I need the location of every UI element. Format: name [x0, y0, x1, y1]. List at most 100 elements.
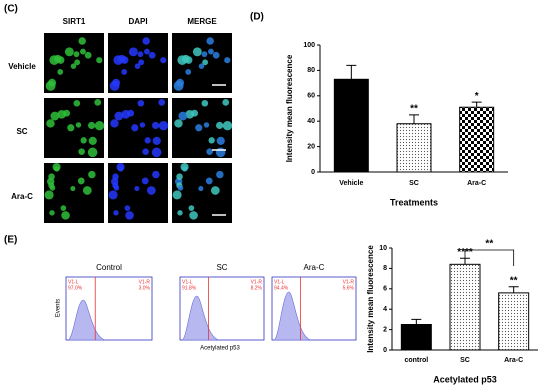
- cell: [138, 59, 145, 66]
- y-tick-label: 80: [307, 67, 315, 74]
- cell: [117, 54, 126, 63]
- bar: [396, 123, 432, 173]
- column-header: MERGE: [187, 17, 217, 26]
- cell: [202, 59, 209, 66]
- cell: [177, 185, 184, 191]
- cell: [84, 51, 92, 59]
- cell: [208, 137, 215, 144]
- error-bar: [508, 286, 519, 293]
- cell: [52, 162, 61, 172]
- cell: [110, 119, 119, 128]
- cell: [148, 51, 156, 59]
- cell: [174, 119, 183, 128]
- cell: [45, 80, 56, 91]
- cell: [173, 80, 184, 91]
- column-header: DAPI: [128, 17, 147, 26]
- row-label: SC: [16, 127, 27, 136]
- cell: [198, 63, 205, 69]
- cell: [109, 80, 120, 91]
- bar: [498, 292, 530, 351]
- cell: [134, 63, 141, 69]
- x-axis-label: Acetylated p53: [433, 374, 497, 384]
- cell: [113, 210, 119, 216]
- x-axis-label: Treatments: [390, 197, 438, 207]
- gate-label: V1-L: [68, 279, 79, 285]
- cell: [222, 98, 230, 106]
- cell: [49, 185, 56, 191]
- cell: [128, 47, 138, 57]
- gate-percent: 97.0%: [68, 285, 83, 291]
- cell: [60, 205, 67, 211]
- cell: [191, 109, 199, 117]
- cell: [216, 170, 224, 179]
- cell: [50, 111, 60, 121]
- error-bar: [409, 114, 419, 124]
- cell: [125, 211, 134, 220]
- cell: [94, 121, 105, 131]
- histogram-curve: [67, 299, 106, 341]
- cell: [188, 205, 195, 211]
- cell: [180, 162, 189, 172]
- gate-percent: 8.2%: [251, 285, 263, 291]
- gate-percent: 94.4%: [274, 285, 289, 291]
- y-tick-label: 0: [383, 347, 387, 354]
- gate-percent: 91.8%: [182, 285, 197, 291]
- cell: [203, 122, 210, 128]
- gate-label: V1-L: [274, 279, 285, 285]
- cell: [48, 173, 55, 180]
- x-tick-label: control: [404, 357, 428, 364]
- cell: [124, 205, 131, 211]
- cell: [178, 111, 188, 121]
- y-tick-label: 100: [303, 42, 315, 49]
- y-tick-label: 6: [383, 286, 387, 293]
- cell: [185, 69, 192, 75]
- x-tick-label: Ara-C: [467, 180, 486, 187]
- cell: [80, 48, 86, 55]
- cell: [116, 162, 125, 172]
- cell: [78, 37, 86, 45]
- cell: [46, 119, 55, 128]
- bar: [459, 106, 495, 173]
- cell: [177, 210, 183, 216]
- cell: [53, 54, 62, 63]
- cell: [88, 121, 96, 130]
- cell: [44, 190, 54, 200]
- cell: [198, 186, 204, 192]
- cell: [206, 148, 213, 155]
- histogram-curve: [181, 295, 219, 341]
- row-label: Ara-C: [11, 192, 33, 201]
- x-axis-label: Acetylated p53: [200, 346, 240, 352]
- cell: [144, 48, 150, 55]
- gate-percent: 3.0%: [139, 285, 151, 291]
- histogram-title: Ara-C: [304, 263, 325, 272]
- cell: [158, 121, 169, 131]
- cell: [205, 177, 213, 185]
- gate-label: V1-L: [182, 279, 193, 285]
- cell: [158, 98, 166, 106]
- cell: [77, 177, 85, 185]
- cell: [189, 211, 198, 220]
- cell: [94, 98, 102, 106]
- cell: [134, 186, 140, 192]
- cell: [87, 147, 98, 158]
- panel-label: (D): [250, 12, 264, 23]
- cell: [216, 121, 224, 130]
- cell: [70, 186, 76, 192]
- cell: [49, 210, 55, 216]
- significance-label: *: [475, 91, 479, 102]
- gate-label: V1-R: [343, 279, 355, 285]
- significance-label: **: [510, 275, 518, 286]
- cell: [78, 148, 85, 155]
- gate-percent: 5.6%: [343, 285, 355, 291]
- cell: [131, 124, 139, 132]
- cell: [88, 170, 96, 179]
- y-tick-label: 4: [383, 306, 387, 313]
- cell: [152, 136, 161, 145]
- cell: [212, 51, 220, 59]
- x-tick-label: Ara-C: [504, 357, 523, 364]
- cell: [63, 109, 71, 117]
- cell: [112, 173, 119, 180]
- panel-label: (C): [4, 4, 18, 15]
- cell: [176, 173, 183, 180]
- gate-label: V1-R: [251, 279, 263, 285]
